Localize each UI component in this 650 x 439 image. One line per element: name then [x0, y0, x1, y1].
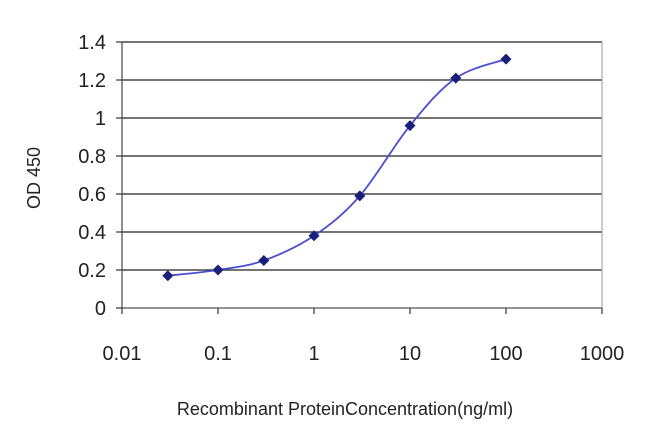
tick-layer: 0 0.2 0.4 0.6 0.8 1 1.2 1.4 0.01 0.1 1 10 100 1000: [78, 32, 624, 365]
axes-layer: [121, 42, 603, 309]
series-line-0: [167, 58, 507, 277]
y-tick-label: 1.4: [78, 32, 106, 54]
y-tick-label: 0.2: [78, 260, 106, 282]
data-point: [212, 264, 224, 276]
data-point: [450, 72, 462, 84]
x-tick-label: 1000: [580, 343, 625, 365]
y-tick-label: 1: [95, 108, 106, 130]
x-tick-label: 10: [399, 343, 421, 365]
data-point: [354, 190, 366, 202]
marker-layer: [162, 53, 512, 282]
data-point: [162, 270, 174, 282]
x-tick-label: 1: [308, 343, 319, 365]
y-tick-label: 0.6: [78, 184, 106, 206]
x-axis-title: Recombinant ProteinConcentration(ng/ml): [177, 399, 513, 419]
series-layer: [167, 58, 507, 277]
x-tick-label: 0.01: [103, 343, 142, 365]
x-tick-label: 100: [489, 343, 522, 365]
y-tick-label: 0: [95, 298, 106, 320]
data-point: [308, 230, 320, 242]
data-point: [500, 53, 512, 65]
grid-layer: [122, 41, 602, 271]
y-tick-label: 1.2: [78, 70, 106, 92]
x-tick-label: 0.1: [204, 343, 232, 365]
y-axis-title: OD 450: [24, 147, 44, 209]
data-point: [258, 255, 270, 266]
y-tick-label: 0.8: [78, 146, 106, 168]
data-point: [404, 120, 416, 132]
y-tick-label: 0.4: [78, 222, 106, 244]
